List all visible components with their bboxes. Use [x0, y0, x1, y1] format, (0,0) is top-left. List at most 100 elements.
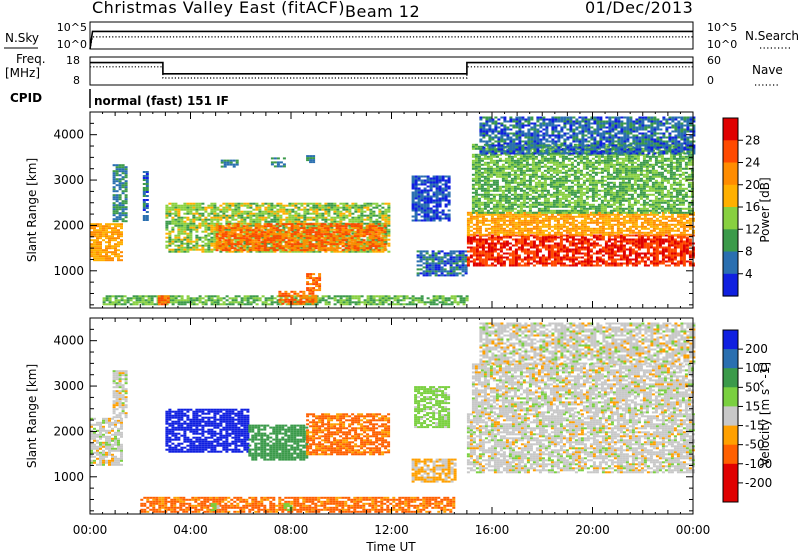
heatmap-cell	[145, 199, 149, 201]
heatmap-cell	[640, 231, 644, 234]
heatmap-cell	[634, 250, 638, 253]
heatmap-cell	[508, 254, 512, 257]
heatmap-cell	[234, 301, 238, 304]
heatmap-cell	[284, 237, 288, 240]
heatmap-cell	[264, 208, 268, 211]
heatmap-cell	[372, 295, 376, 298]
heatmap-cell	[532, 227, 536, 230]
heatmap-cell	[317, 249, 321, 252]
heatmap-cell	[245, 235, 249, 238]
heatmap-cell	[577, 221, 581, 224]
heatmap-cell	[598, 215, 602, 218]
heatmap-cell	[369, 204, 373, 207]
heatmap-cell	[357, 303, 361, 306]
heatmap-cell	[613, 219, 617, 222]
heatmap-cell	[293, 239, 297, 242]
heatmap-cell	[216, 208, 220, 211]
heatmap-cell	[484, 233, 488, 236]
heatmap-cell	[532, 242, 536, 245]
heatmap-cell	[102, 239, 105, 242]
heatmap-cell	[323, 241, 327, 244]
heatmap-cell	[535, 221, 539, 224]
heatmap-cell	[387, 210, 391, 213]
heatmap-cell	[658, 262, 662, 265]
heatmap-cell	[180, 232, 184, 235]
heatmap-cell	[296, 300, 300, 303]
heatmap-cell	[432, 191, 436, 194]
heatmap-cell	[535, 213, 539, 216]
heatmap-cell	[305, 300, 309, 303]
heatmap-cell	[201, 250, 205, 253]
heatmap-cell	[411, 195, 415, 198]
heatmap-cell	[643, 242, 647, 245]
heatmap-cell	[616, 225, 620, 228]
heatmap-cell	[640, 244, 644, 247]
heatmap-cell	[368, 245, 372, 248]
heatmap-cell	[670, 260, 674, 263]
heatmap-cell	[505, 211, 509, 214]
heatmap-cell	[517, 242, 521, 245]
heatmap-cell	[168, 238, 172, 241]
heatmap-cell	[383, 235, 387, 238]
heatmap-cell	[230, 239, 234, 242]
heatmap-cell	[586, 225, 590, 228]
heatmap-cell	[240, 250, 244, 253]
heatmap-cell	[562, 262, 566, 265]
heatmap-cell	[583, 219, 587, 222]
heatmap-cell	[255, 216, 259, 219]
heatmap-cell	[219, 222, 223, 225]
heatmap-cell	[222, 212, 226, 215]
heatmap-cell	[586, 213, 590, 216]
heatmap-cell	[294, 220, 298, 223]
heatmap-cell	[426, 217, 430, 220]
heatmap-cell	[285, 204, 289, 207]
heatmap-cell	[484, 252, 488, 255]
heatmap-cell	[399, 299, 403, 302]
heatmap-cell	[93, 231, 96, 234]
heatmap-cell	[628, 248, 632, 251]
heatmap-cell	[267, 220, 271, 223]
heatmap-cell	[300, 204, 304, 207]
heatmap-cell	[458, 268, 462, 271]
heatmap-cell	[440, 250, 444, 253]
heatmap-cell	[347, 231, 351, 234]
noise-lines	[89, 30, 693, 50]
heatmap-cell	[377, 227, 381, 230]
heatmap-cell	[353, 249, 357, 252]
heatmap-cell	[324, 208, 328, 211]
heatmap-cell	[423, 303, 427, 306]
heatmap-cell	[254, 231, 258, 234]
heatmap-cell	[312, 289, 316, 292]
heatmap-cell	[667, 238, 671, 241]
heatmap-cell	[493, 258, 497, 261]
heatmap-cell	[613, 250, 617, 253]
heatmap-cell	[676, 262, 680, 265]
heatmap-cell	[514, 225, 518, 228]
heatmap-cell	[174, 299, 178, 302]
heatmap-cell	[538, 242, 542, 245]
heatmap-cell	[285, 216, 289, 219]
heatmap-cell	[227, 239, 231, 242]
heatmap-cell	[166, 297, 170, 300]
heatmap-cell	[273, 250, 277, 253]
heatmap-cell	[452, 272, 456, 275]
heatmap-cell	[264, 228, 268, 231]
heatmap-cell	[556, 227, 560, 230]
heatmap-cell	[520, 258, 524, 261]
heatmap-cell	[496, 225, 500, 228]
heatmap-cell	[541, 219, 545, 222]
heatmap-cell	[520, 215, 524, 218]
heatmap-cell	[574, 238, 578, 241]
heatmap-cell	[290, 247, 294, 250]
heatmap-cell	[278, 233, 282, 236]
heatmap-cell	[216, 216, 220, 219]
heatmap-cell	[583, 231, 587, 234]
heatmap-cell	[192, 204, 196, 207]
heatmap-cell	[565, 238, 569, 241]
heatmap-cell	[441, 189, 445, 192]
heatmap-cell	[685, 260, 689, 263]
heatmap-cell	[284, 231, 288, 234]
heatmap-cell	[628, 219, 632, 222]
heatmap-cell	[465, 295, 469, 298]
heatmap-cell	[210, 295, 214, 298]
